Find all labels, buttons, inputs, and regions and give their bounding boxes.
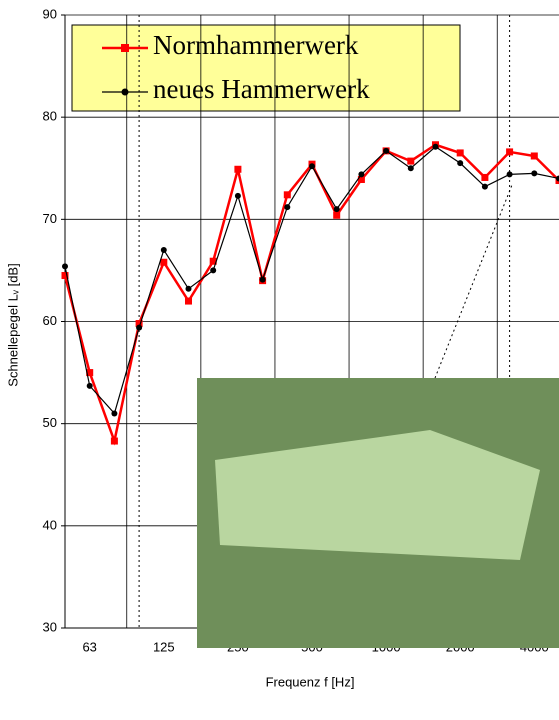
y-tick-label: 30 <box>43 619 57 634</box>
marker <box>260 277 266 283</box>
marker <box>333 212 340 219</box>
x-tick-label: 63 <box>82 639 96 654</box>
marker <box>284 191 291 198</box>
x-axis-label: Frequenz f [Hz] <box>266 674 355 689</box>
marker <box>111 410 117 416</box>
marker <box>507 171 513 177</box>
marker <box>62 263 68 269</box>
y-tick-label: 60 <box>43 313 57 328</box>
y-tick-label: 90 <box>43 6 57 21</box>
marker <box>309 163 315 169</box>
marker <box>383 148 389 154</box>
legend-marker <box>121 44 129 52</box>
marker <box>284 204 290 210</box>
marker <box>407 158 414 165</box>
marker <box>160 259 167 266</box>
marker <box>111 438 118 445</box>
marker <box>457 149 464 156</box>
marker <box>185 298 192 305</box>
x-tick-label: 125 <box>153 639 175 654</box>
y-axis-label: Schnellepegel Lᵥ [dB] <box>5 263 20 386</box>
marker <box>235 193 241 199</box>
y-tick-label: 80 <box>43 109 57 124</box>
photo-pointer <box>435 185 512 378</box>
y-tick-label: 50 <box>43 415 57 430</box>
marker <box>210 267 216 273</box>
marker <box>482 184 488 190</box>
marker <box>531 170 537 176</box>
marker <box>433 144 439 150</box>
chart: Frequenz f [Hz] Schnellepegel Lᵥ [dB] 30… <box>0 0 559 720</box>
marker <box>334 206 340 212</box>
marker <box>506 148 513 155</box>
marker <box>161 247 167 253</box>
marker <box>358 171 364 177</box>
legend-label: neues Hammerwerk <box>153 74 370 104</box>
marker <box>234 166 241 173</box>
marker <box>136 325 142 331</box>
marker <box>481 174 488 181</box>
marker <box>457 160 463 166</box>
y-tick-label: 40 <box>43 517 57 532</box>
marker <box>186 286 192 292</box>
legend-label: Normhammerwerk <box>153 30 359 60</box>
marker <box>87 383 93 389</box>
y-tick-label: 70 <box>43 211 57 226</box>
marker <box>531 152 538 159</box>
marker <box>408 165 414 171</box>
legend-marker <box>122 89 129 96</box>
